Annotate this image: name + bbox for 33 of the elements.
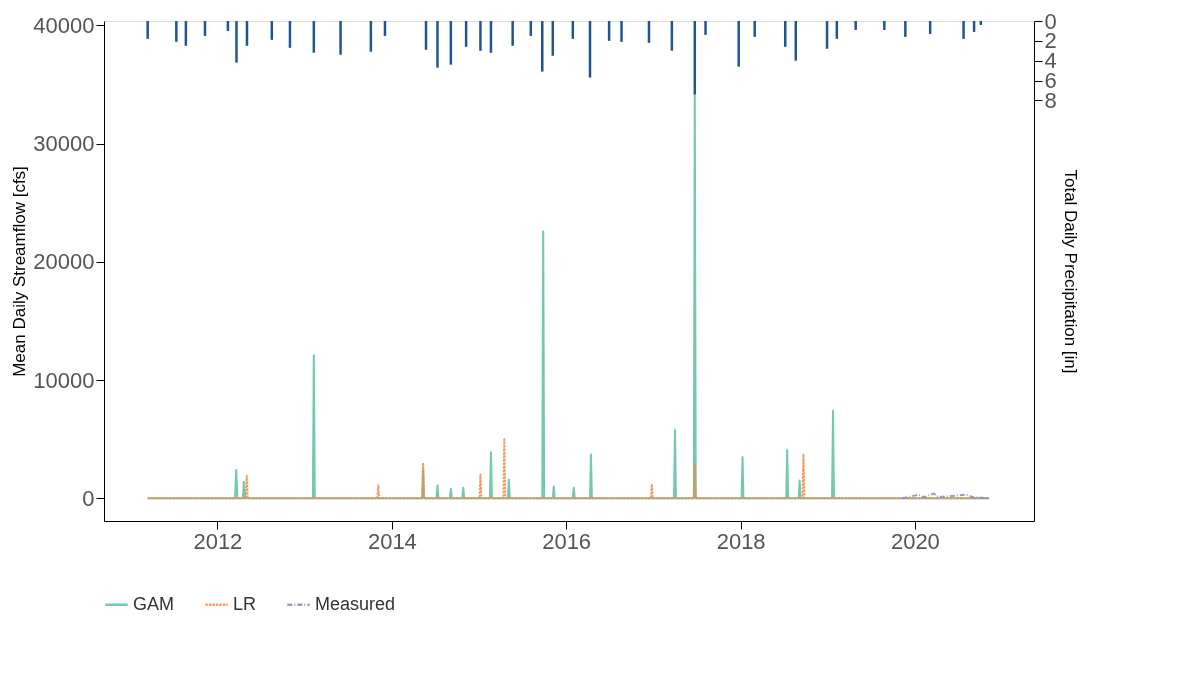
- bar: [541, 21, 544, 72]
- bar: [620, 21, 623, 42]
- bar: [235, 21, 238, 63]
- bar: [784, 21, 787, 47]
- x-tick-label: 2018: [716, 528, 766, 554]
- y-tick-label: 30000: [33, 131, 95, 157]
- legend-label: Measured: [315, 593, 396, 614]
- bar: [511, 21, 514, 46]
- y2-axis-title: Total Daily Precipitation [in]: [1060, 169, 1080, 374]
- y-tick-label: 40000: [33, 12, 95, 38]
- legend-label: GAM: [133, 593, 175, 614]
- y-tick-label: 20000: [33, 249, 95, 275]
- bar: [146, 21, 149, 39]
- x-tick-label: 2020: [890, 528, 940, 554]
- y-axis-title: Mean Daily Streamflow [cfs]: [10, 166, 30, 377]
- y-tick-label: 0: [82, 485, 95, 511]
- line-series: [146, 438, 991, 500]
- bar: [904, 21, 907, 37]
- bar: [175, 21, 178, 42]
- bar: [704, 21, 707, 35]
- x-tick-label: 2016: [542, 528, 592, 554]
- y-tick-label: 10000: [33, 367, 95, 393]
- bar: [479, 21, 482, 51]
- bar: [339, 21, 342, 55]
- bar: [737, 21, 740, 67]
- x-tick-label: 2012: [193, 528, 243, 554]
- bar: [436, 21, 439, 68]
- legend-label: LR: [233, 593, 257, 614]
- bar: [854, 21, 857, 30]
- x-tick-label: 2014: [367, 528, 417, 554]
- bar: [753, 21, 756, 37]
- bar: [883, 21, 886, 30]
- bar: [962, 21, 965, 39]
